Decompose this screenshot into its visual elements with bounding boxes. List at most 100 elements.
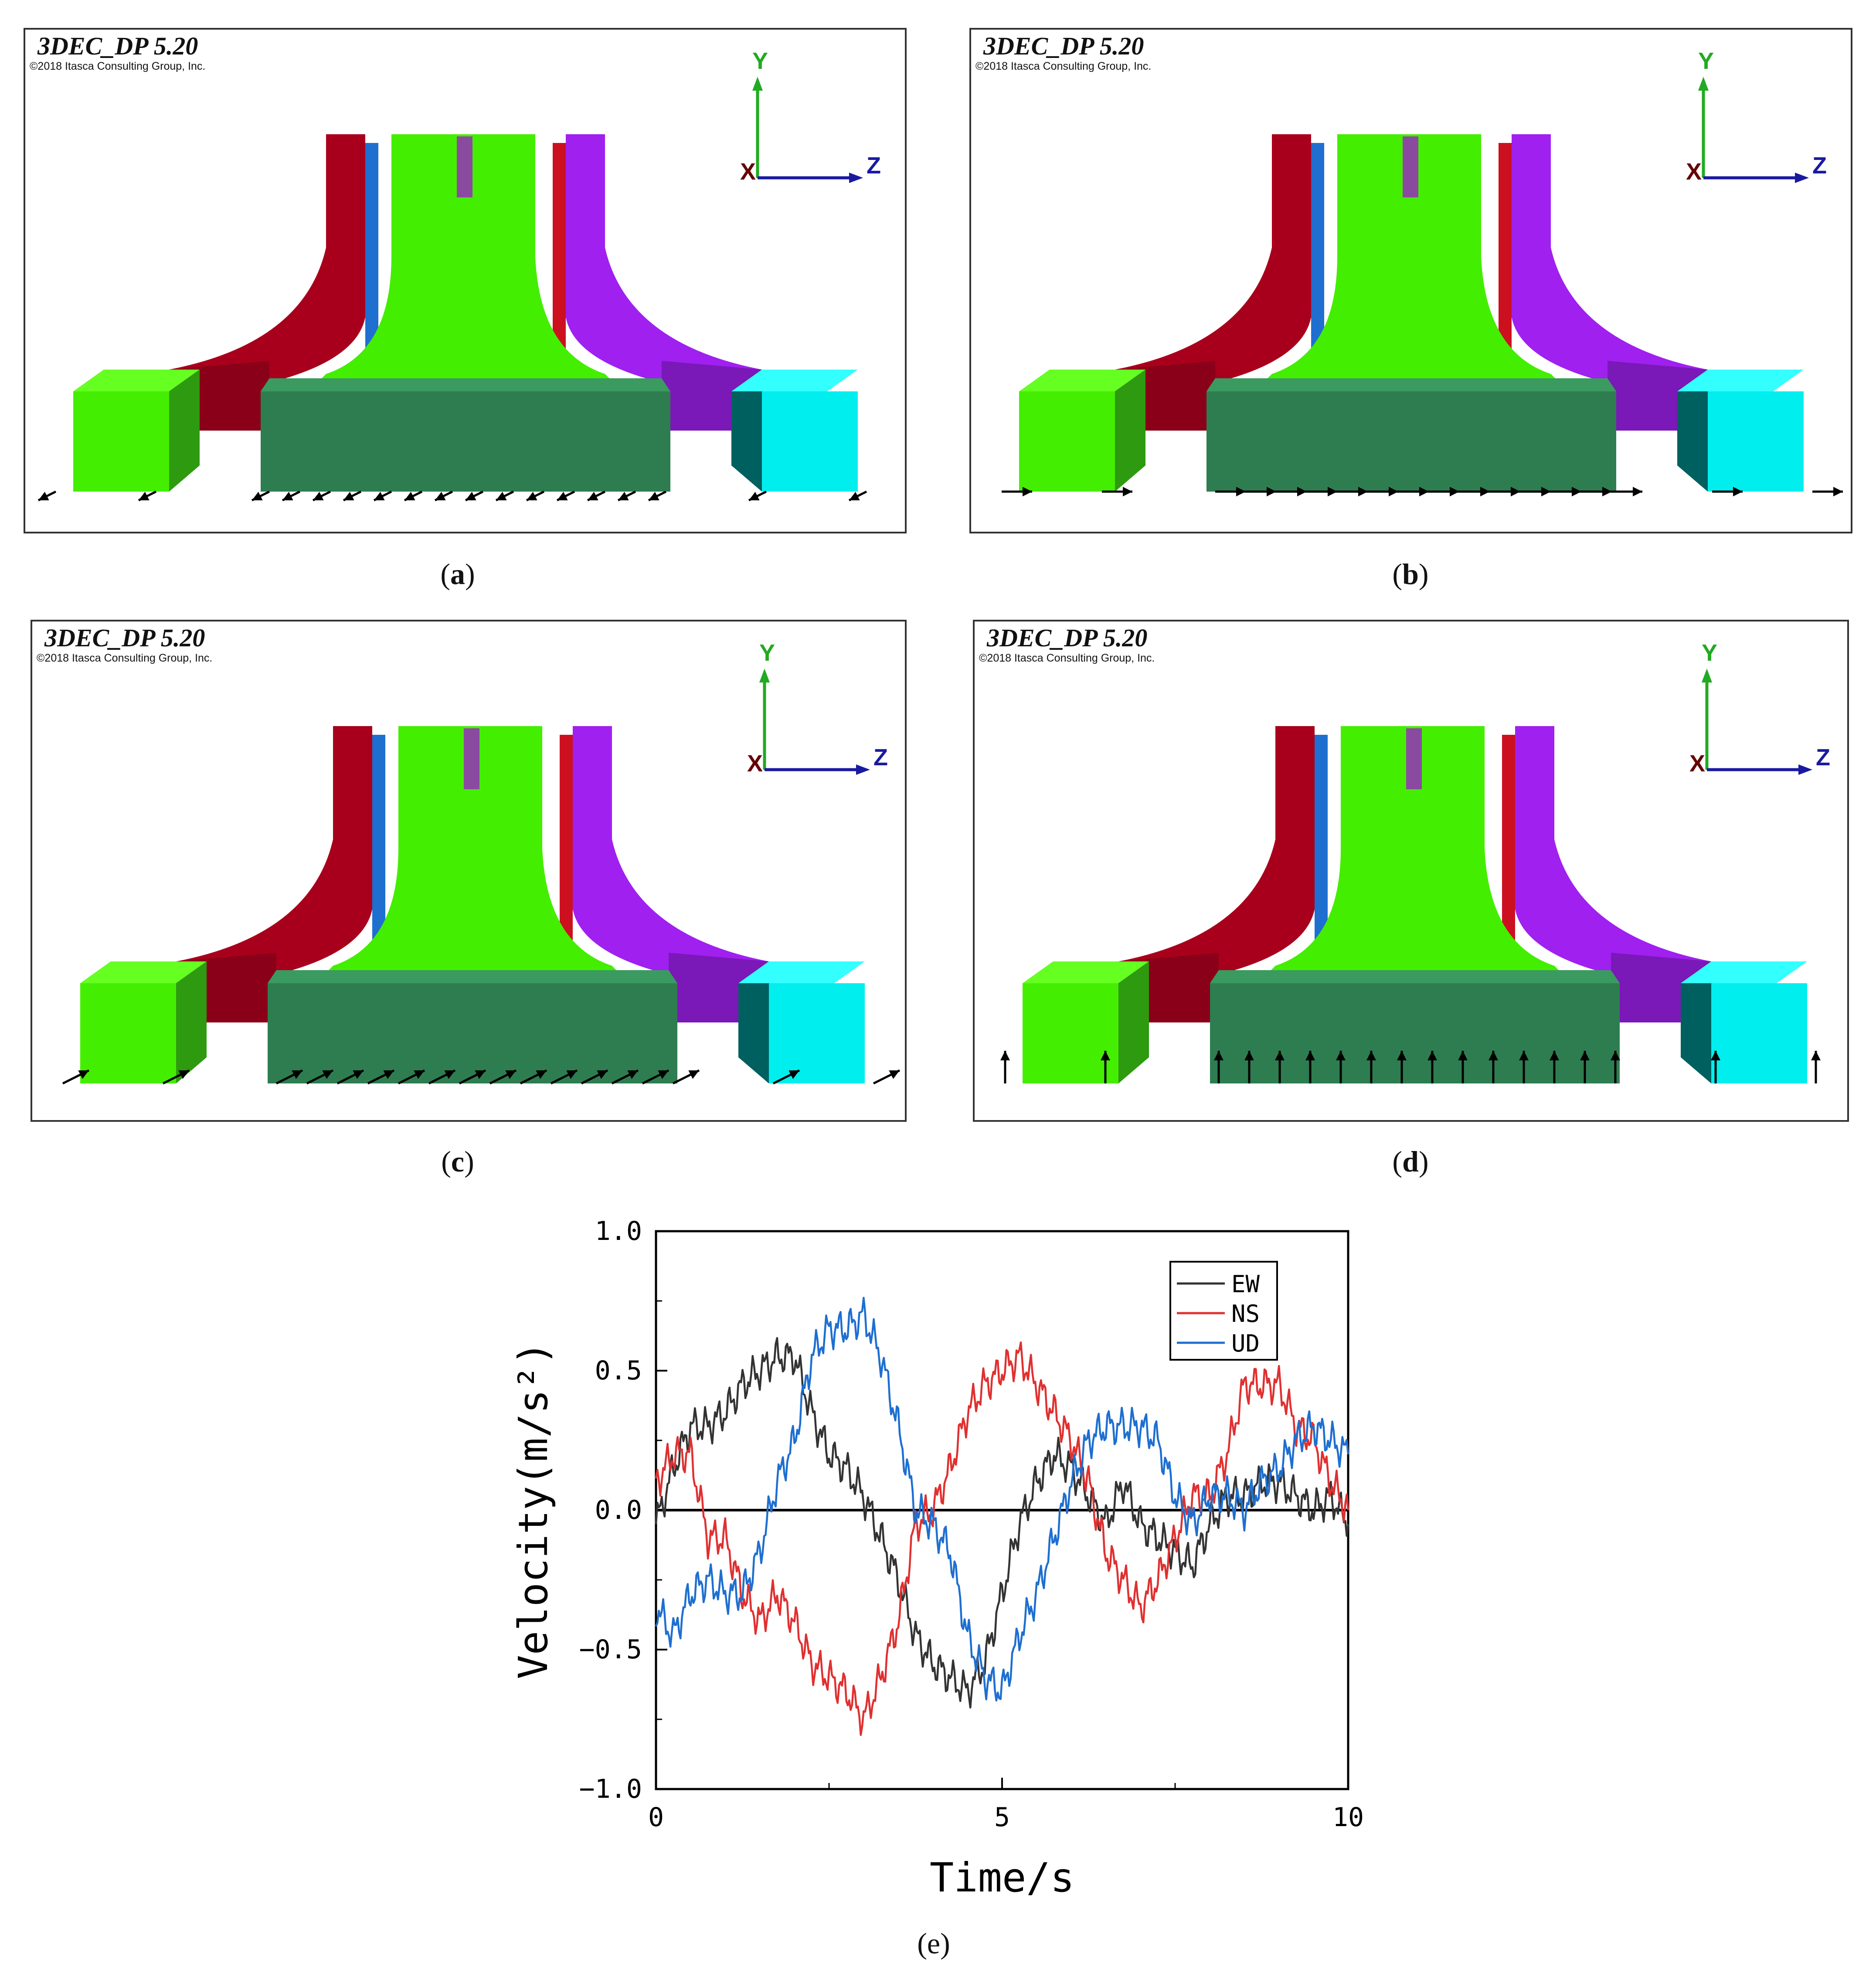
center-mesh-strip [457,136,472,197]
load-arrowhead [1733,487,1743,496]
load-arrowhead [1358,487,1368,496]
load-arrowhead [505,1070,516,1079]
model-render-c: Y X Z [62,640,901,1085]
y-axis-arrowhead [752,77,763,91]
load-arrowhead [649,492,659,500]
load-arrowhead [1427,1051,1437,1060]
left-cube-side [1118,961,1149,1083]
y-tick-label: 0.5 [595,1355,642,1386]
y-axis-arrowhead [1702,669,1712,682]
load-arrowhead [292,1070,302,1079]
load-arrowhead [1244,1051,1254,1060]
x-axis-label: X [1689,750,1705,777]
load-arrowhead [1489,1051,1498,1060]
load-arrowhead [1267,487,1276,496]
z-axis-label: Z [867,153,881,179]
caption-e: (e) [917,1927,950,1960]
x-axis-label: X [1686,159,1702,185]
right-cube-top [731,370,858,391]
center-green-spillway [329,726,616,970]
series-line-ns [655,1341,1349,1736]
load-arrowhead [496,492,507,500]
left-cube-top [1019,370,1145,391]
foundation-top [1210,970,1620,983]
load-arrowhead [889,1070,900,1079]
caption-d: (d) [1392,1145,1429,1178]
series-line-ud [655,1297,1349,1702]
load-arrowhead [557,492,568,500]
center-mesh-strip [1403,136,1418,197]
right-cube-front [762,391,858,492]
caption-c: (c) [441,1145,474,1178]
z-axis-label: Z [1812,153,1827,179]
panel-copyright: ©2018 Itasca Consulting Group, Inc. [975,60,1152,72]
load-arrowhead [353,1070,364,1079]
panel-c: Y X Z 3DEC_DP 5.20 ©2018 Itasca Consulting… [31,620,907,1122]
model-render-b: Y X Z [1002,48,1843,496]
foundation-front [261,391,670,492]
legend-label-ew: EW [1231,1270,1260,1298]
right-cube-side [1681,983,1711,1083]
load-arrowhead [1123,487,1132,496]
z-axis-arrowhead [856,764,870,775]
panel-copyright: ©2018 Itasca Consulting Group, Inc. [30,60,206,72]
right-cube-side [1677,391,1708,492]
x-tick-label: 10 [1332,1802,1364,1833]
left-cube-side [1115,370,1145,492]
load-arrowhead [444,1070,455,1079]
load-arrowhead [1101,1051,1110,1060]
panel-title: 3DEC_DP 5.20 [987,624,1148,652]
z-axis-label: Z [1816,744,1830,771]
z-axis-arrowhead [1795,173,1809,183]
left-blue-gap [1315,735,1328,944]
panel-copyright: ©2018 Itasca Consulting Group, Inc. [37,652,213,664]
right-cube-side [738,983,769,1083]
load-arrowhead [1580,1051,1590,1060]
load-arrowhead [618,492,629,500]
load-arrowhead [1366,1051,1376,1060]
y-axis-label: Y [1698,48,1714,74]
load-arrowhead [527,492,537,500]
load-arrowhead [1328,487,1337,496]
left-red-slope [1118,726,1315,988]
caption-b: (b) [1392,557,1429,591]
load-arrowhead [435,492,446,500]
left-blue-gap [365,143,378,352]
left-cube-front [1019,391,1115,492]
y-axis-label: Y [752,48,768,74]
load-arrowhead [322,1070,333,1079]
model-render-d: Y X Z [1000,640,1830,1083]
z-axis-arrowhead [849,173,863,183]
load-arrowhead [1711,1051,1720,1060]
load-arrowhead [1541,487,1551,496]
load-arrowhead [1336,1051,1346,1060]
right-red-gap [560,735,573,944]
foundation-top [268,970,677,983]
load-arrowhead [383,1070,394,1079]
left-blue-gap [372,735,385,944]
left-cube-side [176,961,207,1083]
left-cube-front [1023,983,1118,1083]
foundation-front [268,983,677,1083]
left-cube-front [80,983,176,1083]
panel-title: 3DEC_DP 5.20 [44,624,205,652]
load-arrowhead [475,1070,486,1079]
load-arrowhead [1236,487,1246,496]
y-tick-label: −0.5 [579,1634,642,1665]
load-arrowhead [1389,487,1398,496]
load-arrowhead [1297,487,1307,496]
z-axis-arrowhead [1798,764,1812,775]
load-arrowhead [1811,1051,1821,1060]
load-arrowhead [1519,1051,1529,1060]
x-axis-label: X [747,750,763,777]
left-cube-top [80,961,207,983]
y-axis-label: Y [1702,640,1717,666]
panel-d: Y X Z 3DEC_DP 5.20 ©2018 Itasca Consulting… [973,620,1849,1122]
load-arrowhead [404,492,415,500]
load-arrowhead [1572,487,1581,496]
load-arrowhead [414,1070,425,1079]
load-arrowhead [252,492,263,500]
load-arrowhead [1397,1051,1407,1060]
model-render-a: Y X Z [37,48,881,502]
